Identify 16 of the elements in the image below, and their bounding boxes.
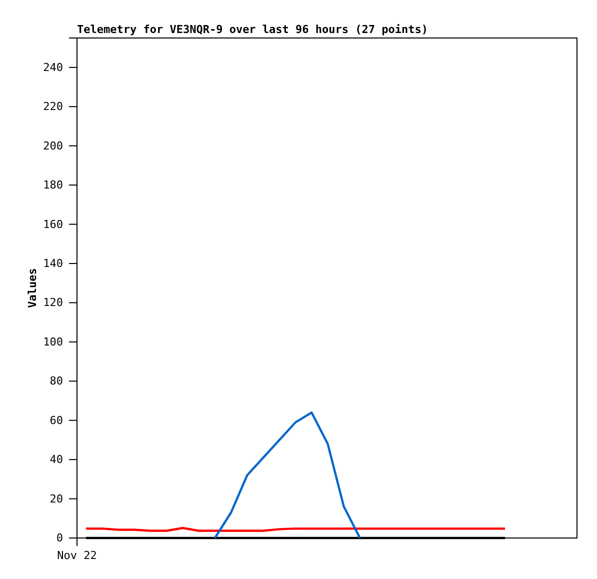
y-tick-label: 20 xyxy=(50,492,63,506)
y-tick-label: 220 xyxy=(43,100,63,114)
y-tick-label: 120 xyxy=(43,296,63,310)
y-tick-label: 0 xyxy=(56,532,63,545)
y-tick-label: 60 xyxy=(50,414,63,427)
chart-title: Telemetry for VE3NQR-9 over last 96 hours (27 points) xyxy=(77,23,428,36)
y-tick-label: 140 xyxy=(43,257,63,270)
y-tick-label: 200 xyxy=(43,139,63,152)
y-axis-title: Values xyxy=(26,268,39,308)
y-tick-label: 180 xyxy=(43,178,63,192)
y-tick-label: 40 xyxy=(50,453,63,466)
y-tick-label: 240 xyxy=(43,60,63,74)
y-tick-label: 160 xyxy=(43,218,63,231)
y-tick-label: 100 xyxy=(43,335,63,348)
text: Nov 22 xyxy=(57,549,97,562)
y-tick-label: 80 xyxy=(50,374,63,388)
